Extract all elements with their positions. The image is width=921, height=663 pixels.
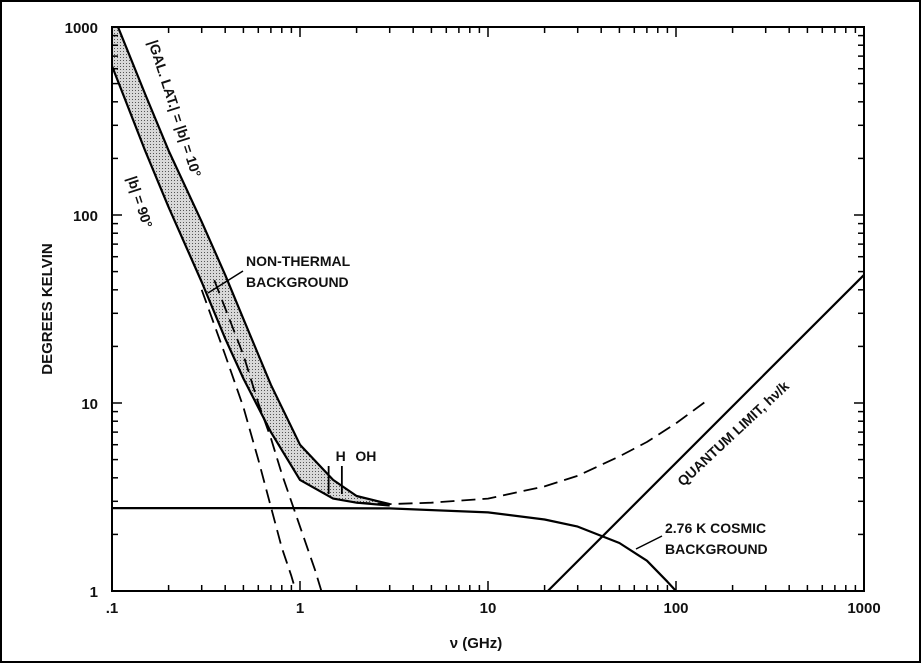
line-markers: H OH bbox=[327, 448, 376, 494]
series-line-2 bbox=[112, 65, 390, 507]
nonthermal-label-line2: BACKGROUND bbox=[246, 274, 349, 290]
series-line-6 bbox=[112, 507, 677, 591]
tick-marks bbox=[111, 27, 864, 592]
x-axis-label: ν (GHz) bbox=[450, 635, 503, 652]
tick-labels: .1 1 10 100 1000 1 10 100 1000 bbox=[65, 20, 881, 617]
y-tick-label: 10 bbox=[81, 396, 98, 413]
series-line-4 bbox=[213, 279, 323, 591]
y-tick-label: 100 bbox=[73, 208, 98, 225]
series-line-1 bbox=[116, 27, 390, 506]
cosmic-pointer bbox=[635, 535, 663, 550]
series-line-7 bbox=[547, 274, 864, 591]
cosmic-label-line1: 2.76 K COSMIC bbox=[665, 520, 766, 536]
plot-marks bbox=[112, 27, 864, 591]
x-tick-label: 1 bbox=[296, 600, 304, 617]
y-tick-label: 1 bbox=[90, 584, 98, 601]
series-line-3 bbox=[200, 289, 297, 591]
y-tick-label: 1000 bbox=[65, 20, 98, 37]
series-line-5 bbox=[356, 398, 710, 506]
marker-label-oh: OH bbox=[355, 448, 376, 464]
x-tick-label: 10 bbox=[480, 600, 497, 617]
x-tick-label: .1 bbox=[106, 600, 119, 617]
nonthermal-pointer bbox=[207, 270, 244, 294]
x-tick-label: 100 bbox=[663, 600, 688, 617]
marker-label-h: H bbox=[336, 448, 346, 464]
x-tick-label: 1000 bbox=[847, 600, 880, 617]
y-axis-label: DEGREES KELVIN bbox=[39, 243, 56, 374]
cosmic-label-line2: BACKGROUND bbox=[665, 541, 768, 557]
nonthermal-label-line1: NON-THERMAL bbox=[246, 253, 351, 269]
